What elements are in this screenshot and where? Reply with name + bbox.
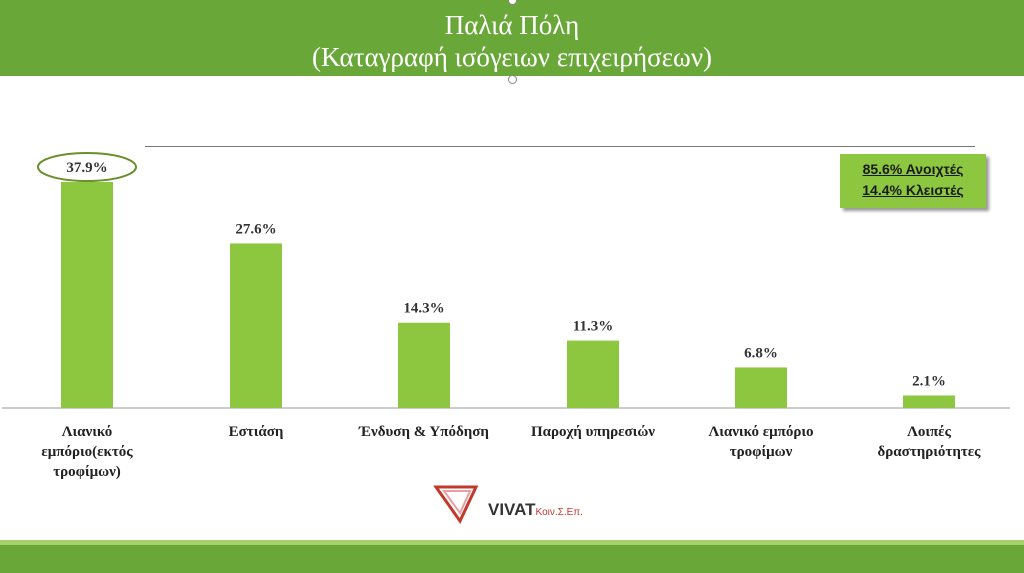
- data-label-3: 11.3%: [573, 319, 613, 335]
- data-label-5: 2.1%: [912, 373, 946, 389]
- highlight-callout: [37, 152, 137, 182]
- x-tick-label-line: εμπόριο(εκτός: [41, 444, 133, 460]
- bar-4: [735, 367, 787, 408]
- vivat-logo: VIVATΚοιν.Σ.Επ.: [488, 500, 583, 520]
- closed-share-label: 14.4% Κλειστές: [862, 182, 964, 198]
- vivat-logo-mark: [433, 485, 479, 524]
- data-label-1: 27.6%: [235, 221, 276, 237]
- bar-0: [61, 182, 113, 408]
- page-subtitle: (Καταγραφή ισόγειων επιχειρήσεων): [311, 42, 713, 72]
- x-tick-label-4: Λιανικό εμπόριο τροφίμων: [686, 422, 836, 462]
- bar-1: [230, 243, 282, 408]
- x-tick-label-0: Λιανικό εμπόριο(εκτός τροφίμων): [12, 422, 162, 482]
- x-tick-label-3: Παροχή υπηρεσιών: [518, 422, 668, 442]
- bar-2: [398, 322, 450, 408]
- footer-accent: [0, 540, 1024, 545]
- page-title: Παλιά Πόλη: [444, 10, 580, 40]
- x-tick-label-line: Λιανικό εμπόριο: [708, 424, 814, 440]
- logo-text: VIVAT: [488, 500, 536, 519]
- x-tick-label-line: δραστηριότητες: [877, 444, 981, 460]
- handle-dot-bottom: [508, 75, 517, 84]
- header-bar: Παλιά Πόλη (Καταγραφή ισόγειων επιχειρήσ…: [0, 0, 1024, 76]
- x-tick-label-5: Λοιπές δραστηριότητες: [854, 422, 1004, 462]
- handle-dot-top: [508, 0, 517, 5]
- x-tick-label-2: Ένδυση & Υπόδηση: [349, 422, 499, 442]
- bar-3: [567, 340, 619, 408]
- bar-chart: 37.9% 27.6% 14.3% 11.3% 6.8% 2.1%: [2, 152, 1010, 409]
- data-label-0: 37.9%: [66, 160, 107, 176]
- x-tick-label-line: τροφίμων): [53, 464, 121, 480]
- data-label-2: 14.3%: [403, 301, 444, 317]
- x-tick-label-line: τροφίμων: [729, 444, 793, 460]
- x-tick-label-line: Λιανικό: [61, 424, 113, 440]
- x-tick-label-line: Παροχή υπηρεσιών: [530, 424, 655, 440]
- footer-bar: [0, 545, 1024, 573]
- x-tick-label-line: Λοιπές: [907, 424, 951, 440]
- x-tick-label-line: Εστιάση: [228, 424, 284, 440]
- x-tick-label-line: Ένδυση & Υπόδηση: [359, 424, 489, 440]
- bar-5: [903, 395, 955, 408]
- logo-subtext: Κοιν.Σ.Επ.: [535, 507, 583, 518]
- x-tick-label-1: Εστιάση: [181, 422, 331, 442]
- status-legend-box: 85.6% Ανοιχτές 14.4% Κλειστές: [840, 154, 986, 208]
- data-label-4: 6.8%: [744, 345, 778, 361]
- open-share-label: 85.6% Ανοιχτές: [862, 161, 964, 177]
- chart-top-rule: [145, 146, 975, 147]
